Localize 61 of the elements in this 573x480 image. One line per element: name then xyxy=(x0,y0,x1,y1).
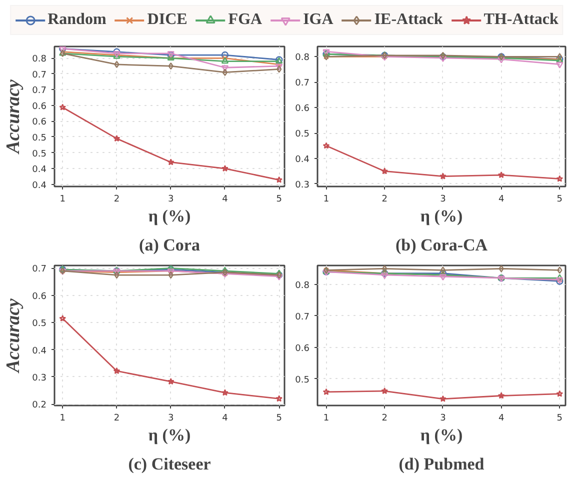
y-tick-label: 0.7 xyxy=(295,78,310,89)
y-tick-label: 0.4 xyxy=(32,346,47,356)
y-axis-title: Accuracy xyxy=(3,298,24,374)
x-tick-label: 2 xyxy=(382,414,388,424)
y-tick-label: 0.2 xyxy=(32,400,47,411)
x-tick-label: 3 xyxy=(440,414,446,424)
y-tick-label: 0.7 xyxy=(32,70,47,80)
x-tick-label: 2 xyxy=(114,194,120,204)
y-tick-label: 0.7 xyxy=(295,312,310,322)
y-tick-label: 0.7 xyxy=(32,264,47,275)
x-axis-title: η (%) xyxy=(420,206,463,226)
x-tick-label: 5 xyxy=(276,414,282,424)
y-tick-label: 0.3 xyxy=(32,373,47,384)
y-tick-label: 0.4 xyxy=(32,165,47,176)
y-tick-label: 0.8 xyxy=(32,54,47,65)
legend-label: Random xyxy=(48,11,106,29)
x-tick-label: 4 xyxy=(222,194,228,204)
y-tick-label: 0.6 xyxy=(295,344,310,354)
text: (c) Citeseer xyxy=(128,454,212,474)
x-tick-label: 3 xyxy=(168,194,174,204)
y-tick-label: 0.4 xyxy=(32,180,47,191)
y-tick-label: 0.3 xyxy=(295,180,310,190)
legend-label: DICE xyxy=(147,11,188,29)
y-tick-label: 0.8 xyxy=(295,280,310,291)
x-tick-label: 2 xyxy=(382,194,388,204)
x-axis-title: η (%) xyxy=(148,206,191,226)
x-tick-label: 1 xyxy=(60,194,66,204)
y-tick-label: 0.6 xyxy=(295,104,310,114)
text: (b) Cora-CA xyxy=(395,236,488,254)
y-tick-label: 0.4 xyxy=(295,155,310,165)
x-tick-label: 5 xyxy=(556,194,563,204)
x-tick-label: 4 xyxy=(222,414,228,424)
legend-label: IE-Attack xyxy=(374,11,443,29)
legend-label: IGA xyxy=(303,11,334,29)
x-tick-label: 1 xyxy=(323,194,330,204)
y-tick-label: 0.7 xyxy=(32,86,47,96)
y-tick-label: 0.6 xyxy=(32,118,47,128)
legend-label: FGA xyxy=(228,11,262,29)
x-tick-label: 4 xyxy=(498,194,504,204)
x-axis-title: η (%) xyxy=(420,426,463,444)
y-tick-label: 0.5 xyxy=(295,375,310,386)
x-tick-label: 1 xyxy=(60,414,66,424)
y-tick-label: 0.8 xyxy=(295,53,310,64)
y-tick-label: 0.5 xyxy=(32,149,47,160)
x-tick-label: 3 xyxy=(168,414,174,424)
y-tick-label: 0.6 xyxy=(32,292,47,302)
x-tick-label: 1 xyxy=(323,414,330,424)
y-tick-label: 0.5 xyxy=(32,319,47,330)
x-tick-label: 3 xyxy=(440,194,446,204)
x-tick-label: 5 xyxy=(276,194,282,204)
y-axis-title: Accuracy xyxy=(3,79,24,154)
x-tick-label: 2 xyxy=(114,414,120,424)
text: (a) Cora xyxy=(139,236,200,254)
y-tick-label: 0.6 xyxy=(32,102,47,112)
text: (d) Pubmed xyxy=(398,454,485,474)
x-tick-label: 4 xyxy=(498,414,504,424)
legend-label: TH-Attack xyxy=(484,11,558,29)
x-tick-label: 5 xyxy=(556,414,563,424)
y-tick-label: 0.5 xyxy=(295,130,310,140)
x-axis-title: η (%) xyxy=(148,426,191,444)
y-tick-label: 0.5 xyxy=(32,133,47,144)
